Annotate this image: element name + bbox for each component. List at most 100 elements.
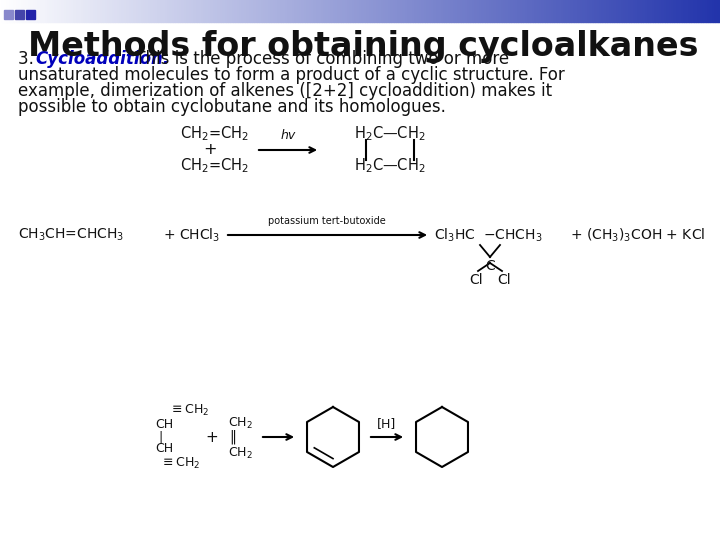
Bar <box>684 0 686 22</box>
Bar <box>297 0 300 22</box>
Text: + CHCl$_3$: + CHCl$_3$ <box>163 226 220 244</box>
Bar <box>269 0 271 22</box>
Bar <box>468 0 470 22</box>
Bar <box>531 0 533 22</box>
Bar <box>17 0 19 22</box>
Bar <box>322 0 324 22</box>
Bar <box>333 0 336 22</box>
Bar <box>492 0 495 22</box>
Bar <box>434 0 437 22</box>
Text: Cl$_3$HC  $-$CHCH$_3$: Cl$_3$HC $-$CHCH$_3$ <box>434 226 543 244</box>
Bar <box>9 0 12 22</box>
Bar <box>430 0 432 22</box>
Bar <box>528 0 531 22</box>
Bar <box>230 0 233 22</box>
Bar <box>634 0 636 22</box>
Bar <box>139 0 142 22</box>
Bar <box>264 0 266 22</box>
Bar <box>156 0 158 22</box>
Bar <box>495 0 497 22</box>
Bar <box>706 0 708 22</box>
Bar <box>562 0 564 22</box>
Bar <box>502 0 504 22</box>
Bar <box>405 0 408 22</box>
Bar <box>612 0 614 22</box>
Text: $\equiv$CH$_2$: $\equiv$CH$_2$ <box>169 402 210 417</box>
Bar <box>569 0 571 22</box>
Bar <box>549 0 552 22</box>
Bar <box>63 0 65 22</box>
Bar <box>305 0 307 22</box>
Bar <box>15 10 24 19</box>
Bar <box>178 0 180 22</box>
Bar <box>369 0 372 22</box>
Bar <box>477 0 480 22</box>
Bar <box>41 0 43 22</box>
Bar <box>0 0 2 22</box>
Bar <box>365 0 367 22</box>
Bar <box>254 0 257 22</box>
Bar <box>682 0 684 22</box>
Bar <box>394 0 396 22</box>
Bar <box>672 0 675 22</box>
Bar <box>22 0 24 22</box>
Bar <box>24 0 27 22</box>
Bar <box>686 0 689 22</box>
Bar <box>715 0 718 22</box>
Bar <box>567 0 569 22</box>
Bar <box>295 0 297 22</box>
Bar <box>547 0 549 22</box>
Bar <box>598 0 600 22</box>
Bar <box>108 0 110 22</box>
Bar <box>163 0 166 22</box>
Bar <box>113 0 115 22</box>
Bar <box>50 0 53 22</box>
Bar <box>466 0 468 22</box>
Text: $\equiv$CH$_2$: $\equiv$CH$_2$ <box>160 455 200 470</box>
Bar <box>84 0 86 22</box>
Bar <box>358 0 360 22</box>
Bar <box>607 0 610 22</box>
Bar <box>276 0 279 22</box>
Bar <box>487 0 490 22</box>
Bar <box>96 0 99 22</box>
Bar <box>603 0 605 22</box>
Bar <box>199 0 202 22</box>
Bar <box>698 0 701 22</box>
Bar <box>377 0 379 22</box>
Bar <box>135 0 137 22</box>
Bar <box>26 10 35 19</box>
Bar <box>425 0 427 22</box>
Text: C: C <box>485 259 495 273</box>
Bar <box>713 0 715 22</box>
Bar <box>38 0 41 22</box>
Bar <box>238 0 240 22</box>
Bar <box>518 0 521 22</box>
Bar <box>338 0 341 22</box>
Text: + (CH$_3$)$_3$COH + KCl: + (CH$_3$)$_3$COH + KCl <box>570 226 706 244</box>
Bar <box>27 0 29 22</box>
Bar <box>168 0 171 22</box>
Bar <box>542 0 545 22</box>
Text: ‖: ‖ <box>229 430 236 444</box>
Bar <box>79 0 81 22</box>
Bar <box>557 0 559 22</box>
Bar <box>182 0 185 22</box>
Bar <box>151 0 153 22</box>
Bar <box>475 0 477 22</box>
Bar <box>355 0 358 22</box>
Bar <box>667 0 670 22</box>
Bar <box>446 0 449 22</box>
Bar <box>353 0 355 22</box>
Bar <box>130 0 132 22</box>
Bar <box>441 0 444 22</box>
Bar <box>115 0 117 22</box>
Bar <box>506 0 509 22</box>
Bar <box>117 0 120 22</box>
Bar <box>639 0 641 22</box>
Bar <box>610 0 612 22</box>
Bar <box>372 0 374 22</box>
Bar <box>585 0 588 22</box>
Bar <box>94 0 96 22</box>
Bar <box>48 0 50 22</box>
